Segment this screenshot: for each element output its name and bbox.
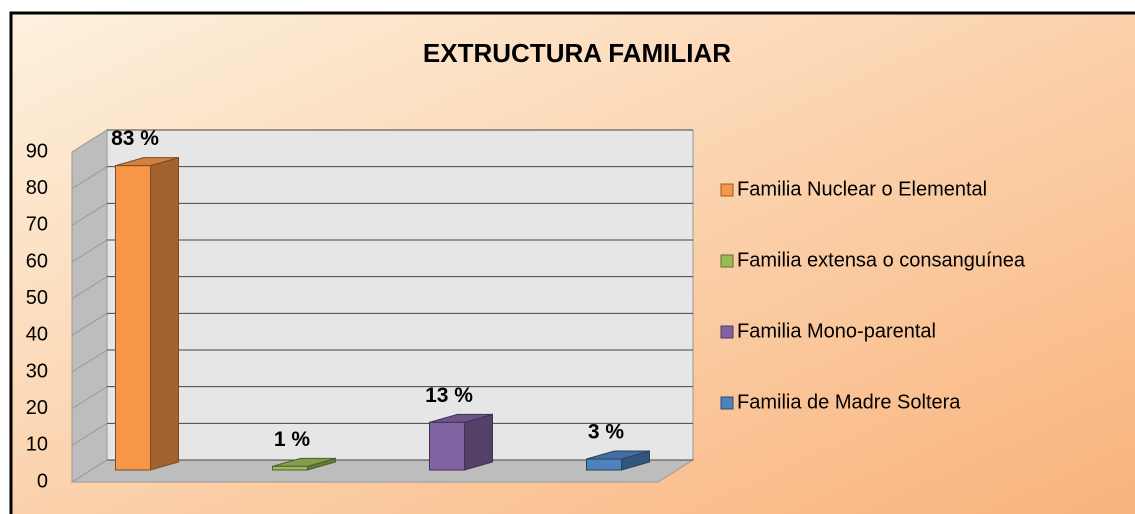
- y-tick-label: 10: [26, 434, 48, 456]
- chart-title: EXTRUCTURA FAMILIAR: [423, 38, 731, 68]
- side-wall: [71, 129, 108, 483]
- grid-line-side: [71, 422, 108, 446]
- grid-line-side: [71, 239, 108, 263]
- legend-swatch: [720, 396, 734, 410]
- y-tick-label: 90: [26, 140, 48, 162]
- legend-swatch: [720, 325, 734, 339]
- grid-line-side: [71, 312, 108, 336]
- y-tick-label: 70: [26, 214, 48, 236]
- legend-label: Familia extensa o consanguínea: [737, 249, 1026, 271]
- data-label: 3 %: [588, 421, 625, 444]
- y-tick-label: 40: [26, 324, 48, 346]
- grid-line-side: [71, 129, 108, 153]
- legend-swatch: [720, 254, 734, 268]
- grid-line-side: [71, 349, 108, 373]
- bar: [586, 458, 622, 471]
- legend-label: Familia Nuclear o Elemental: [737, 178, 987, 200]
- y-tick-label: 0: [37, 470, 48, 492]
- bar: [272, 465, 308, 471]
- data-label: 1 %: [274, 428, 311, 451]
- y-tick-label: 80: [26, 177, 48, 199]
- bar-side: [150, 157, 179, 471]
- y-tick-label: 60: [26, 250, 48, 272]
- bar: [429, 421, 465, 471]
- bar: [115, 165, 151, 471]
- legend-label: Familia Mono-parental: [737, 320, 936, 342]
- grid-line-side: [71, 166, 108, 190]
- y-tick-label: 30: [26, 360, 48, 382]
- y-tick-label: 20: [26, 397, 48, 419]
- back-wall: [106, 129, 694, 461]
- data-label: 13 %: [425, 384, 473, 407]
- legend-swatch: [720, 183, 734, 197]
- data-label: 83 %: [111, 127, 159, 150]
- y-tick-label: 50: [26, 287, 48, 309]
- legend-label: Familia de Madre Soltera: [737, 391, 961, 413]
- grid-line-side: [71, 386, 108, 410]
- bar-side: [464, 413, 493, 471]
- grid-line-side: [71, 202, 108, 226]
- grid-line-side: [71, 276, 108, 300]
- grid-line-side: [71, 459, 108, 483]
